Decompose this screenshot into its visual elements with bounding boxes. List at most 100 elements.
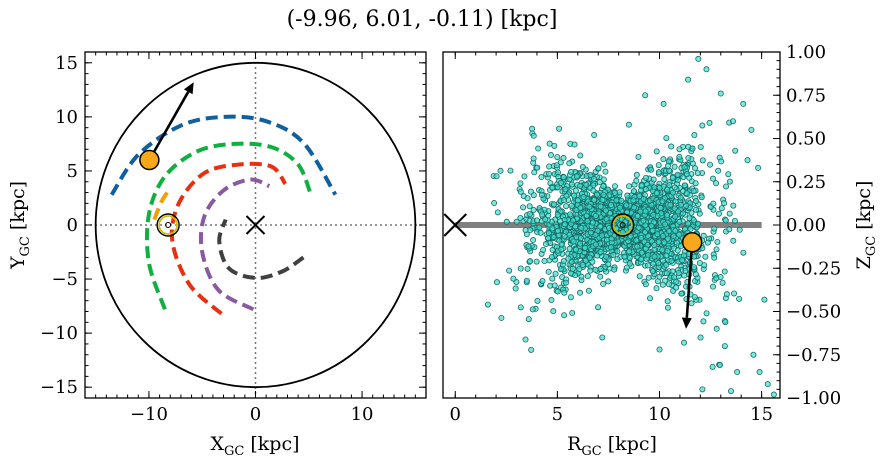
- scatter-point: [610, 251, 617, 258]
- rz-velocity-arrow-head: [681, 317, 692, 329]
- scatter-point: [663, 261, 670, 268]
- scatter-point: [601, 161, 608, 168]
- scatter-point: [661, 176, 668, 183]
- scatter-point: [535, 145, 542, 152]
- scatter-point: [653, 285, 660, 292]
- scatter-point: [611, 183, 618, 190]
- scatter-point: [655, 239, 662, 246]
- scatter-point: [718, 205, 725, 212]
- scatter-point: [635, 153, 642, 160]
- scatter-point: [723, 291, 730, 298]
- scatter-point: [670, 189, 677, 196]
- scatter-point: [719, 279, 726, 286]
- scatter-point: [623, 202, 630, 209]
- scatter-point: [687, 225, 694, 232]
- scatter-point: [582, 244, 589, 251]
- scatter-point: [582, 257, 589, 264]
- rz-ticks: [454, 51, 780, 399]
- scatter-point: [638, 187, 645, 194]
- scatter-point: [672, 227, 679, 234]
- scatter-point: [726, 226, 733, 233]
- scatter-point: [522, 336, 529, 343]
- scatter-point: [665, 162, 672, 169]
- scatter-point: [730, 202, 737, 209]
- scatter-point: [642, 186, 649, 193]
- scatter-point: [510, 275, 517, 282]
- scatter-point: [542, 216, 549, 223]
- scatter-point: [530, 207, 537, 214]
- scatter-point: [597, 248, 604, 255]
- scatter-point: [614, 256, 621, 263]
- scatter-point: [551, 142, 558, 149]
- scatter-point: [560, 258, 567, 265]
- scatter-point: [664, 304, 671, 311]
- scatter-point: [707, 161, 714, 168]
- scatter-point: [584, 273, 591, 280]
- scatter-point: [577, 204, 584, 211]
- xy-y-axis-label: YGC [kpc]: [7, 181, 33, 270]
- scatter-point: [755, 164, 762, 171]
- scatter-point: [616, 204, 623, 211]
- scatter-point: [530, 155, 537, 162]
- scatter-point: [530, 132, 537, 139]
- scatter-point: [572, 246, 579, 253]
- scatter-point: [723, 183, 730, 190]
- rz-y-tick-label: 1.00: [786, 42, 826, 63]
- scatter-point: [663, 252, 670, 259]
- scatter-point: [678, 290, 685, 297]
- xy-sun-marker-outer: [156, 213, 180, 237]
- scatter-point: [563, 192, 570, 199]
- scatter-point: [713, 180, 720, 187]
- scatter-point: [566, 160, 573, 167]
- scatter-point: [630, 197, 637, 204]
- scatter-point: [568, 181, 575, 188]
- scatter-point: [503, 218, 510, 225]
- scatter-point: [552, 270, 559, 277]
- scatter-point: [561, 312, 568, 319]
- scatter-point: [634, 213, 641, 220]
- scatter-point: [600, 176, 607, 183]
- scatter-point: [608, 202, 615, 209]
- scatter-point: [663, 270, 670, 277]
- rz-y-tick-label: 0.25: [786, 172, 826, 193]
- scatter-point: [578, 224, 585, 231]
- scatter-point: [548, 297, 555, 304]
- scatter-point: [573, 173, 580, 180]
- scatter-point: [711, 225, 718, 232]
- scatter-point: [722, 217, 729, 224]
- spiral-arm-purple: [198, 177, 271, 312]
- scatter-point: [683, 171, 690, 178]
- scatter-point: [546, 140, 553, 147]
- xy-y-tick-label: −15: [40, 377, 78, 398]
- scatter-point: [583, 212, 590, 219]
- scatter-point: [611, 266, 618, 273]
- scatter-point: [736, 295, 743, 302]
- scatter-point: [669, 174, 676, 181]
- scatter-point: [640, 217, 647, 224]
- scatter-point: [522, 227, 529, 234]
- scatter-point: [561, 233, 568, 240]
- scatter-point: [677, 201, 684, 208]
- scatter-point: [732, 147, 739, 154]
- scatter-point: [666, 167, 673, 174]
- scatter-point: [764, 381, 771, 388]
- scatter-point: [594, 252, 601, 259]
- scatter-point: [717, 90, 724, 97]
- scatter-point: [761, 296, 768, 303]
- scatter-point: [656, 346, 663, 353]
- scatter-point: [691, 294, 698, 301]
- scatter-point: [699, 122, 706, 129]
- scatter-point: [740, 100, 747, 107]
- xy-velocity-arrow-head: [183, 82, 194, 95]
- scatter-point: [569, 265, 576, 272]
- galaxy-boundary-circle: [94, 61, 417, 389]
- scatter-point: [557, 159, 564, 166]
- scatter-point: [597, 223, 604, 230]
- scatter-point: [618, 197, 625, 204]
- scatter-point: [551, 282, 558, 289]
- scatter-point: [665, 281, 672, 288]
- scatter-point: [740, 249, 747, 256]
- scatter-point: [736, 226, 743, 233]
- scatter-point: [691, 264, 698, 271]
- scatter-point: [700, 318, 707, 325]
